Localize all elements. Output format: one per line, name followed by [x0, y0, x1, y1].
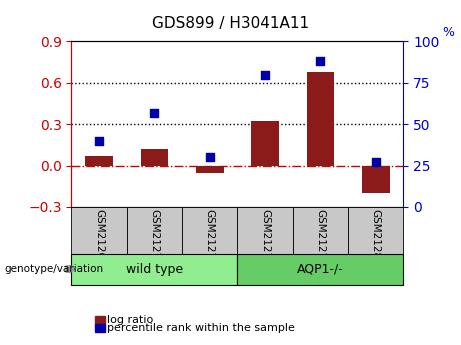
Point [317, 59, 324, 64]
Bar [237, 207, 293, 254]
Bar [196, 166, 224, 172]
Point [372, 159, 379, 165]
Text: percentile rank within the sample: percentile rank within the sample [107, 323, 296, 333]
Bar [307, 72, 334, 166]
Text: GSM21270: GSM21270 [260, 209, 270, 266]
Point [95, 138, 103, 144]
Bar [293, 207, 348, 254]
Text: wild type: wild type [126, 263, 183, 276]
Text: %: % [442, 26, 454, 39]
Bar [71, 207, 127, 254]
Text: GSM21273: GSM21273 [315, 209, 325, 266]
Bar [85, 156, 113, 166]
Text: GSM21279: GSM21279 [205, 209, 215, 266]
Bar [182, 207, 237, 254]
Bar [237, 254, 403, 285]
Bar [71, 254, 237, 285]
Text: GSM21276: GSM21276 [149, 209, 160, 266]
Text: AQP1-/-: AQP1-/- [297, 263, 344, 276]
Point [151, 110, 158, 115]
Text: GSM21266: GSM21266 [94, 209, 104, 266]
Bar [362, 166, 390, 193]
Bar [251, 121, 279, 166]
Text: GSM21282: GSM21282 [371, 209, 381, 266]
Text: GDS899 / H3041A11: GDS899 / H3041A11 [152, 16, 309, 30]
Bar [127, 207, 182, 254]
Text: log ratio: log ratio [107, 315, 154, 325]
Bar [141, 149, 168, 166]
Point [206, 155, 213, 160]
Point [261, 72, 269, 77]
Bar [348, 207, 403, 254]
Text: genotype/variation: genotype/variation [5, 264, 104, 274]
